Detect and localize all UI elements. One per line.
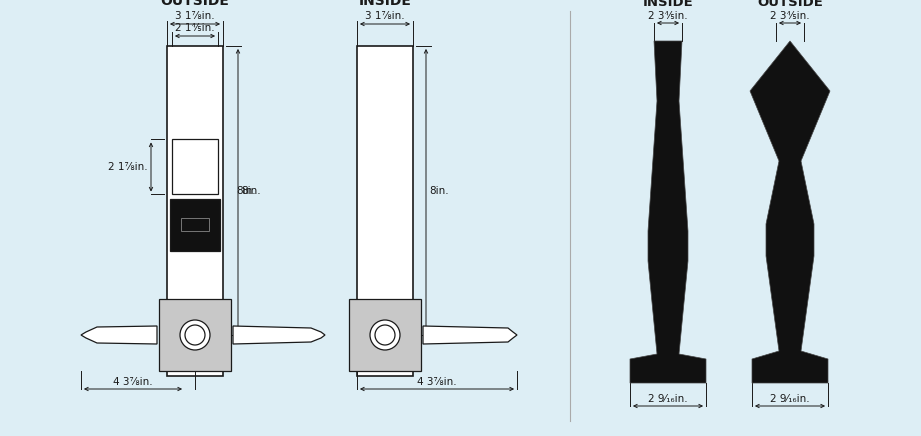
Text: 4 3⅞in.: 4 3⅞in. (113, 377, 153, 387)
Bar (172, 140, 218, 194)
Text: 8in.: 8in. (237, 185, 256, 195)
Text: 2 3⅘in.: 2 3⅘in. (770, 11, 810, 21)
Text: OUTSIDE: OUTSIDE (160, 0, 229, 8)
Text: INSIDE: INSIDE (358, 0, 412, 8)
Text: 4 3⅞in.: 4 3⅞in. (417, 377, 457, 387)
Text: OUTSIDE: OUTSIDE (757, 0, 823, 9)
Bar (159, 299, 231, 371)
Polygon shape (233, 326, 325, 344)
Text: 2 9⁄₁₆in.: 2 9⁄₁₆in. (648, 394, 688, 404)
Text: 3 1⅞in.: 3 1⅞in. (175, 11, 215, 21)
Bar (167, 46, 223, 376)
Text: 8in.: 8in. (429, 185, 449, 195)
Bar (181, 218, 209, 231)
Circle shape (185, 325, 205, 345)
Bar (357, 46, 413, 376)
Text: INSIDE: INSIDE (643, 0, 694, 9)
Polygon shape (423, 326, 517, 344)
Text: 8in.: 8in. (241, 185, 261, 195)
Bar (349, 299, 421, 371)
Text: 2 9⁄₁₆in.: 2 9⁄₁₆in. (770, 394, 810, 404)
Polygon shape (81, 326, 157, 344)
Polygon shape (630, 41, 706, 383)
Circle shape (375, 325, 395, 345)
Bar (170, 199, 220, 251)
Polygon shape (750, 41, 830, 383)
Circle shape (370, 320, 400, 350)
Text: 3 1⅞in.: 3 1⅞in. (366, 11, 405, 21)
Text: 2 3⅘in.: 2 3⅘in. (648, 11, 688, 21)
Circle shape (180, 320, 210, 350)
Text: 2 1⅘in.: 2 1⅘in. (175, 23, 215, 33)
Text: 2 1⅞in.: 2 1⅞in. (109, 162, 148, 172)
